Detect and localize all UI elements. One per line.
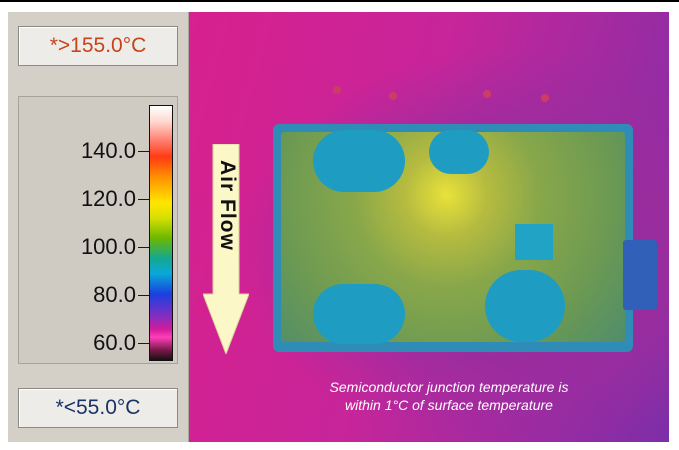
board-connector <box>623 240 657 310</box>
scale-tick <box>138 151 149 152</box>
caption-line: within 1°C of surface temperature <box>345 397 553 413</box>
thermal-image: Air Flow Semiconductor junction temperat… <box>189 12 669 442</box>
component-pin <box>483 90 491 98</box>
temperature-scale-panel: *>155.0°C 140.0 120.0 100.0 80.0 60.0 *<… <box>8 12 189 442</box>
caption-line: Semiconductor junction temperature is <box>329 379 569 395</box>
heatsink-top-left <box>313 130 405 192</box>
component-pin <box>541 94 549 102</box>
scale-tick <box>138 295 149 296</box>
min-temperature-readout: *<55.0°C <box>18 388 178 428</box>
heatsink-bottom-right <box>485 270 565 342</box>
thermal-caption: Semiconductor junction temperature is wi… <box>289 378 609 414</box>
component-pin <box>333 86 341 94</box>
component-top <box>429 130 489 174</box>
scale-tick <box>138 343 149 344</box>
scale-tick-label: 140.0 <box>80 138 136 163</box>
component-chip <box>515 224 553 260</box>
scale-tick-label: 100.0 <box>80 234 136 259</box>
scale-tick-label: 80.0 <box>93 282 136 307</box>
color-scale-bar <box>149 105 173 361</box>
component-pin <box>389 92 397 100</box>
airflow-arrow-icon <box>203 144 249 354</box>
scale-tick-label: 60.0 <box>93 330 136 355</box>
heatsink-bottom-left <box>313 284 405 344</box>
scale-tick <box>138 247 149 248</box>
scale-tick <box>138 199 149 200</box>
scale-tick-label: 120.0 <box>80 186 136 211</box>
airflow-label: Air Flow <box>216 160 239 251</box>
max-temperature-readout: *>155.0°C <box>18 26 178 66</box>
